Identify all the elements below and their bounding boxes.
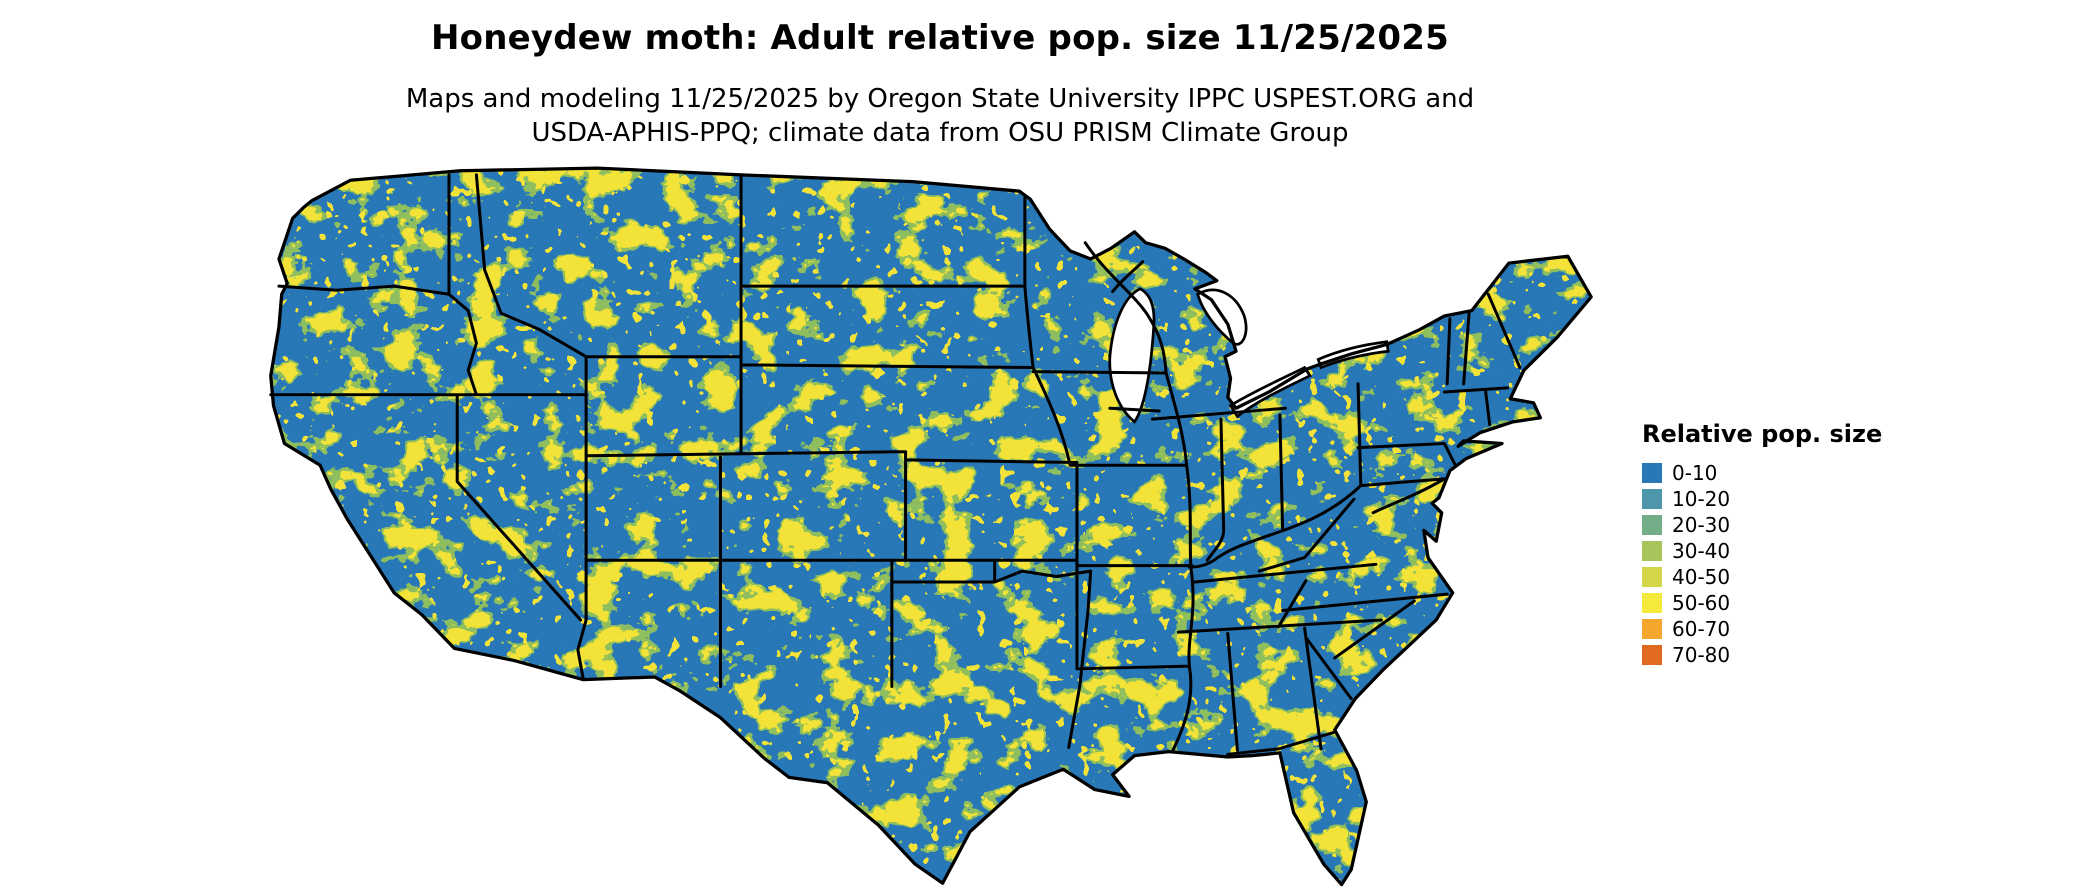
legend-swatch xyxy=(1642,619,1662,639)
legend-item-label: 60-70 xyxy=(1672,617,1731,641)
lake-michigan xyxy=(1108,287,1156,424)
legend-item: 60-70 xyxy=(1642,616,1942,642)
legend-swatch xyxy=(1642,515,1662,535)
figure-subtitle-line2: USDA-APHIS-PPQ; climate data from OSU PR… xyxy=(531,118,1349,148)
legend-swatch xyxy=(1642,567,1662,587)
legend-item-label: 30-40 xyxy=(1672,539,1731,563)
legend-item-label: 40-50 xyxy=(1672,565,1731,589)
legend-swatch xyxy=(1642,645,1662,665)
legend-item: 30-40 xyxy=(1642,538,1942,564)
legend-swatch xyxy=(1642,593,1662,613)
legend-item: 40-50 xyxy=(1642,564,1942,590)
figure-subtitle-line1: Maps and modeling 11/25/2025 by Oregon S… xyxy=(405,84,1475,114)
legend-item: 70-80 xyxy=(1642,642,1942,668)
legend-item: 50-60 xyxy=(1642,590,1942,616)
legend-item-label: 50-60 xyxy=(1672,591,1731,615)
state-borders xyxy=(269,173,1522,756)
figure-title: Honeydew moth: Adult relative pop. size … xyxy=(430,18,1449,58)
legend-item-label: 70-80 xyxy=(1672,643,1731,667)
legend-item: 20-30 xyxy=(1642,512,1942,538)
us-map xyxy=(268,164,1598,890)
us-landmass-mottle xyxy=(270,168,1592,885)
map-legend: Relative pop. size 0-10 10-20 20-30 30-4… xyxy=(1642,420,1942,668)
legend-item-label: 10-20 xyxy=(1672,487,1731,511)
legend-swatch xyxy=(1642,489,1662,509)
legend-item-label: 20-30 xyxy=(1672,513,1731,537)
figure-subtitle: Maps and modeling 11/25/2025 by Oregon S… xyxy=(0,82,1880,150)
legend-item: 10-20 xyxy=(1642,486,1942,512)
legend-title: Relative pop. size xyxy=(1642,420,1883,448)
legend-item: 0-10 xyxy=(1642,460,1942,486)
legend-item-label: 0-10 xyxy=(1672,461,1718,485)
legend-swatch xyxy=(1642,541,1662,561)
us-map-svg xyxy=(269,166,1593,887)
legend-rows: 0-10 10-20 20-30 30-40 40-50 50-60 xyxy=(1642,460,1942,668)
legend-swatch xyxy=(1642,463,1662,483)
